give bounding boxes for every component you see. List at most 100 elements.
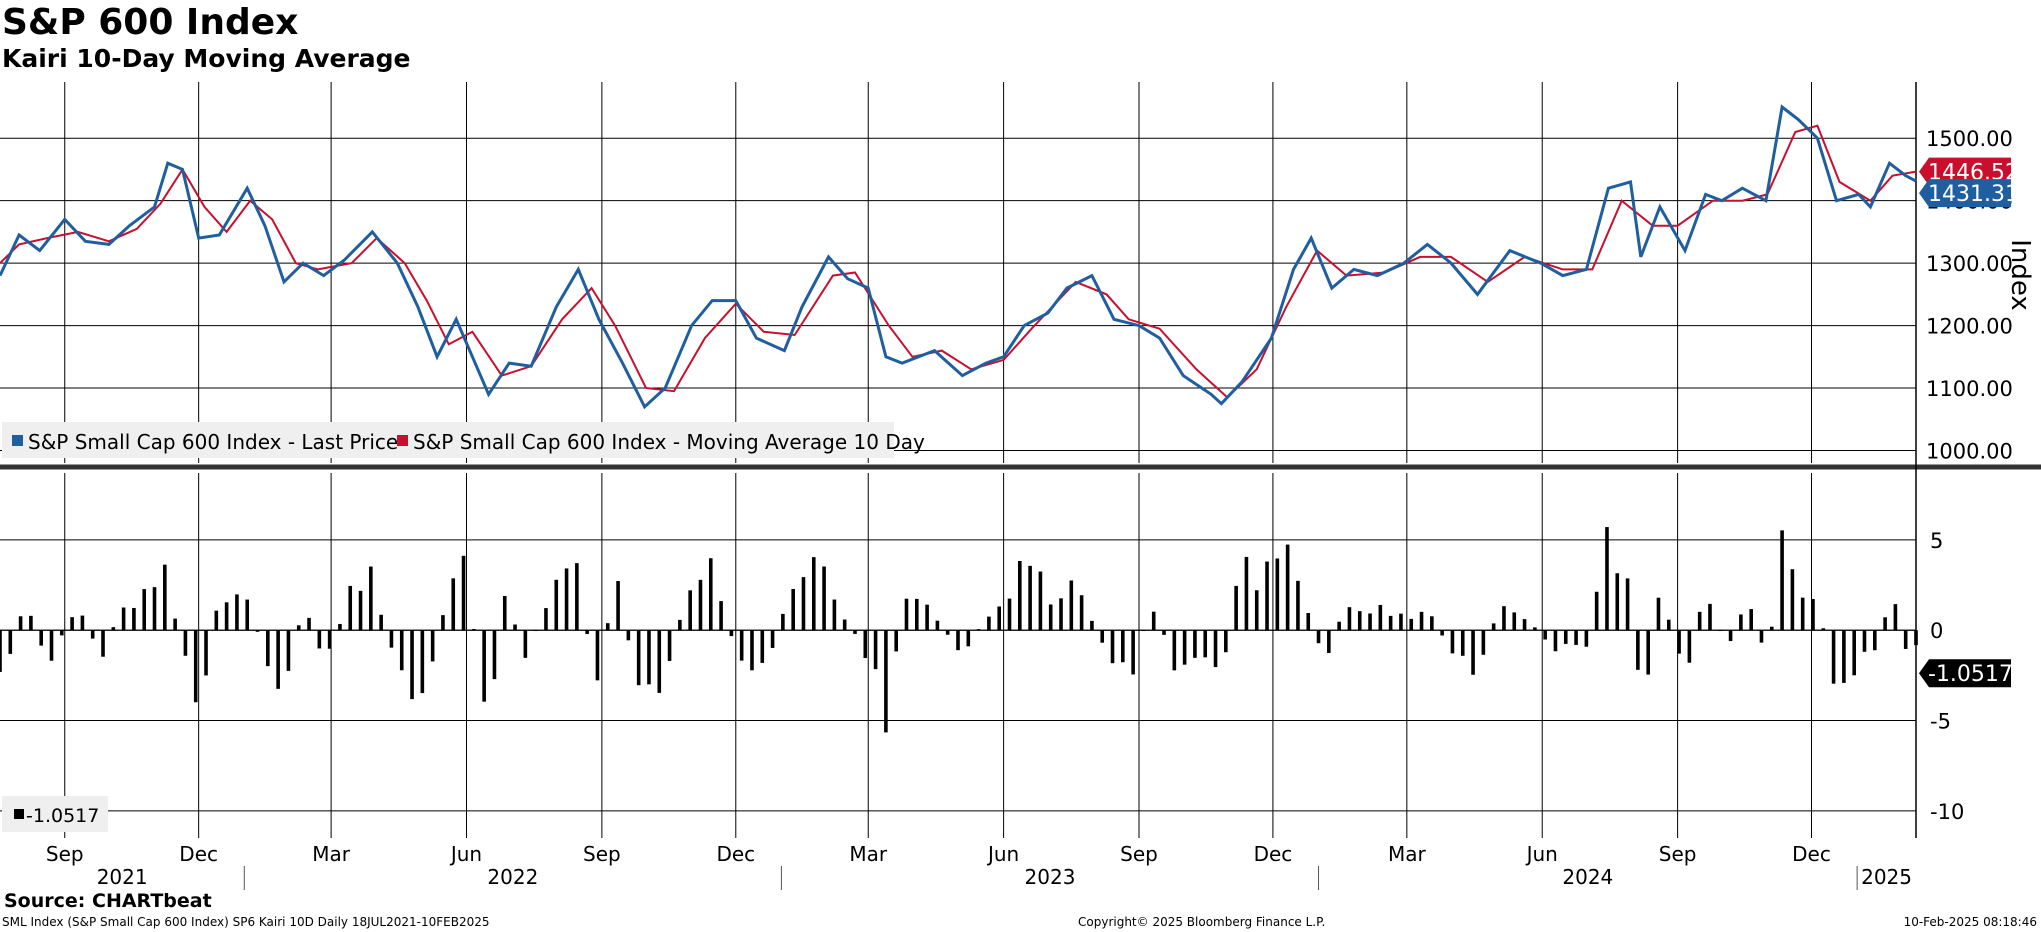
y-tick-label: 1000.00 — [1926, 440, 2013, 464]
kairi-bar — [863, 630, 868, 659]
kairi-bar — [822, 566, 826, 631]
kairi-bar — [1069, 580, 1074, 631]
kairi-bar — [1811, 599, 1815, 631]
kairi-bar — [70, 617, 74, 631]
footer-timestamp: 10-Feb-2025 08:18:46 — [1903, 915, 2037, 929]
kairi-bar — [235, 594, 239, 631]
kairi-bar — [90, 630, 95, 639]
kairi-bar — [1584, 630, 1589, 647]
x-year-label: 2025 — [1861, 865, 1912, 889]
kairi-bar — [173, 618, 177, 631]
kairi-bar — [1234, 585, 1238, 631]
kairi-bar — [1151, 611, 1156, 631]
moving-average-line — [0, 124, 1917, 399]
kairi-last-value-bg — [1919, 659, 2011, 688]
last-price-line — [0, 104, 1917, 410]
kairi-bar — [348, 585, 353, 631]
y-tick-label: 1200.00 — [1926, 315, 2013, 339]
y-tick-label: 1500.00 — [1926, 127, 2013, 151]
source-label: Source: CHARTbeat — [4, 890, 212, 912]
kairi-bar — [1357, 611, 1362, 631]
kairi-bar — [142, 589, 147, 631]
y-tick-label: 1300.00 — [1926, 252, 2013, 276]
kairi-bar — [101, 630, 105, 657]
kairi-bar — [461, 555, 466, 631]
y-tick-label: 0 — [1930, 619, 1943, 643]
kairi-bar — [1327, 630, 1331, 653]
kairi-bar — [214, 610, 219, 631]
kairi-bar — [1306, 613, 1311, 631]
kairi-bar — [482, 630, 486, 702]
kairi-last-value: -1.0517 — [1928, 662, 2013, 687]
kairi-bar — [1409, 618, 1414, 631]
kairi-bar — [1831, 630, 1836, 684]
kairi-bar — [327, 630, 332, 649]
kairi-bar — [1852, 630, 1856, 676]
kairi-bar — [1656, 597, 1661, 631]
kairi-bar — [873, 630, 878, 670]
kairi-bar — [791, 589, 795, 631]
kairi-bar — [575, 563, 579, 631]
kairi-bar — [1213, 630, 1218, 668]
kairi-bar — [1100, 630, 1105, 643]
x-tick-label: Sep — [46, 842, 84, 866]
kairi-bar — [914, 598, 919, 631]
kairi-bar — [1224, 630, 1228, 653]
footer-description: SML Index (S&P Small Cap 600 Index) SP6 … — [2, 915, 490, 929]
kairi-bar — [781, 613, 785, 631]
kairi-bar — [1285, 544, 1290, 631]
kairi-bar — [1079, 595, 1084, 631]
x-tick-label: Jun — [986, 842, 1019, 866]
x-tick-label: Jun — [449, 842, 482, 866]
kairi-bar — [0, 630, 2, 672]
kairi-bar — [18, 616, 23, 631]
kairi-bar — [1450, 630, 1455, 654]
kairi-bar — [1605, 527, 1609, 631]
kairi-bar — [1059, 598, 1063, 631]
kairi-bar — [554, 579, 559, 631]
kairi-bar — [121, 607, 126, 631]
kairi-bar — [987, 616, 991, 631]
x-tick-label: Mar — [1388, 842, 1427, 866]
kairi-bar — [636, 630, 641, 686]
kairi-bar — [204, 630, 208, 676]
kairi-bar — [369, 566, 373, 631]
kairi-bar — [317, 630, 322, 649]
kairi-bar — [1203, 630, 1208, 658]
kairi-bar — [719, 601, 723, 631]
kairi-bar — [1512, 612, 1517, 631]
kairi-bar — [956, 630, 960, 651]
kairi-bar — [842, 619, 847, 631]
kairi-bar — [750, 630, 754, 671]
kairi-bar — [1862, 630, 1867, 652]
kairi-bar — [8, 630, 13, 654]
kairi-bar — [1162, 630, 1166, 635]
kairi-bar — [1749, 609, 1753, 631]
kairi-bar — [1563, 630, 1568, 644]
x-tick-label: Sep — [583, 842, 621, 866]
kairi-bar — [1254, 590, 1259, 631]
kairi-bar — [801, 577, 806, 631]
kairi-bar — [1131, 630, 1135, 675]
kairi-bar — [266, 630, 270, 667]
kairi-bar — [1646, 630, 1650, 675]
last-price-last-value: 1431.31 — [1928, 182, 2019, 207]
kairi-bar — [286, 630, 291, 671]
kairi-bar — [80, 615, 85, 631]
x-tick-label: Jun — [1525, 842, 1558, 866]
legend-label-kairi: -1.0517 — [26, 805, 99, 827]
kairi-bar — [605, 623, 610, 631]
y-tick-label: 1100.00 — [1926, 377, 2013, 401]
kairi-bar — [1419, 611, 1424, 631]
kairi-bar — [1028, 565, 1032, 631]
kairi-bar — [338, 623, 342, 631]
legend-label-moving-average: S&P Small Cap 600 Index - Moving Average… — [413, 430, 925, 454]
kairi-bar — [770, 630, 775, 648]
kairi-bar — [132, 607, 136, 631]
kairi-bar — [966, 630, 971, 647]
kairi-bar — [647, 630, 651, 685]
kairi-bar — [544, 608, 548, 631]
kairi-bar — [1471, 630, 1475, 675]
kairi-bar — [1430, 616, 1434, 631]
kairi-bar — [1121, 630, 1125, 663]
